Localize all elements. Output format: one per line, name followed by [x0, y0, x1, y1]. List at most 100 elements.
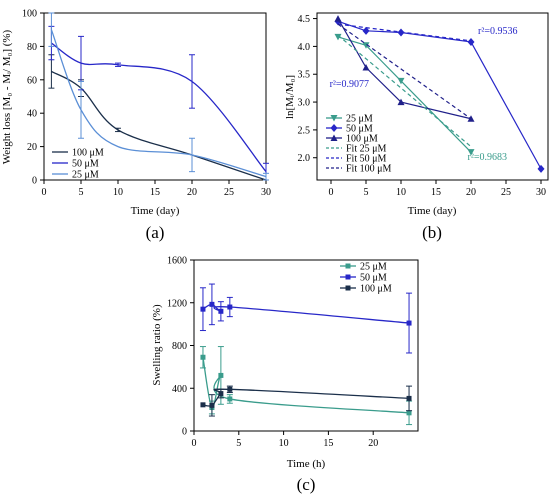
data-point	[467, 149, 475, 156]
data-point	[362, 42, 370, 49]
panel-b: 0 5 10 15 20 25 30 2.0 2.5 3.0 3.5 4.0 4.5 Time (day)…	[284, 12, 549, 242]
legend-item: 25 μM	[326, 114, 373, 125]
legend-label: 25 μM	[346, 114, 373, 125]
y-axis-label: ln[Mᵢ/M₀]	[284, 75, 296, 119]
plot-frame	[316, 12, 549, 181]
data-point	[200, 306, 206, 312]
x-tick-label: 20	[368, 438, 378, 449]
data-point	[209, 402, 215, 408]
series-25-m	[199, 346, 413, 426]
legend-label: 25 μM	[72, 170, 99, 181]
legend-label: Fit 100 μM	[346, 164, 391, 175]
x-tick-label: 0	[42, 187, 47, 198]
y-tick-label: 2.5	[298, 125, 311, 136]
legend-marker	[330, 124, 338, 132]
x-tick-label: 25	[501, 187, 511, 198]
x-tick-label: 10	[396, 187, 406, 198]
legend-item: 100 μM	[326, 134, 378, 145]
panel-label: (c)	[297, 475, 316, 494]
x-tick-label: 15	[431, 187, 441, 198]
series-50-m	[199, 283, 413, 354]
data-point	[218, 372, 224, 378]
legend-label: Fit 25 μM	[346, 144, 386, 155]
data-point	[406, 395, 412, 401]
series-line	[50, 29, 267, 178]
y-axis-label: Weight loss [M₀ - Mᵢ/ M₀] (%)	[1, 29, 13, 164]
legend-marker	[345, 285, 351, 291]
legend-label: 25 μM	[360, 262, 387, 273]
data-point	[200, 402, 206, 408]
data-point	[362, 26, 370, 35]
x-tick-label: 30	[261, 187, 271, 198]
legend-item: 50 μM	[326, 124, 373, 135]
x-axis-label: Time (day)	[408, 205, 457, 217]
legend-item: 25 μM	[340, 262, 387, 273]
data-point	[200, 354, 206, 360]
legend-item: 25 μM	[52, 170, 99, 181]
legend-marker	[345, 263, 351, 269]
y-tick-label: 800	[172, 341, 187, 352]
data-point	[406, 320, 412, 326]
fit-line	[337, 34, 472, 148]
legend-item: Fit 50 μM	[326, 154, 386, 165]
legend-item: Fit 25 μM	[326, 144, 386, 155]
y-tick-label: 400	[172, 384, 187, 395]
legend-marker	[345, 274, 351, 280]
legend-label: 50 μM	[346, 124, 373, 135]
legend-marker	[330, 115, 338, 122]
x-axis-label: Time (h)	[287, 458, 326, 470]
legend-item: 50 μM	[340, 273, 387, 284]
series-line	[51, 42, 267, 173]
x-tick-label: 10	[113, 187, 123, 198]
x-tick-label: 5	[79, 187, 84, 198]
data-point	[362, 64, 370, 71]
panel-label: (a)	[146, 223, 165, 242]
fit-line	[337, 23, 472, 120]
x-tick-label: 0	[192, 438, 197, 449]
data-point	[209, 301, 215, 307]
y-tick-label: 1200	[167, 298, 187, 309]
series-line	[202, 357, 410, 414]
x-tick-label: 15	[150, 187, 160, 198]
data-point	[227, 396, 233, 402]
legend-label: 50 μM	[72, 159, 99, 170]
data-point	[334, 15, 342, 22]
series-fit-100-m	[337, 23, 472, 120]
series-100-m	[334, 15, 475, 122]
x-tick-label: 20	[466, 187, 476, 198]
data-point	[406, 410, 412, 416]
y-tick-label: 0	[32, 176, 37, 187]
y-tick-label: 4.5	[298, 14, 311, 25]
data-point	[218, 391, 224, 397]
x-tick-label: 5	[364, 187, 369, 198]
x-tick-label: 20	[187, 187, 197, 198]
series-25-m	[48, 12, 269, 181]
y-tick-label: 0	[182, 427, 187, 438]
y-tick-label: 100	[22, 9, 37, 20]
series-100-m	[48, 54, 267, 181]
data-point	[334, 33, 342, 41]
series-fit-25-m	[337, 34, 472, 148]
legend-label: 100 μM	[360, 284, 392, 295]
series-line	[337, 18, 472, 120]
x-tick-label: 0	[329, 187, 334, 198]
series-line	[202, 388, 410, 407]
x-tick-label: 15	[323, 438, 333, 449]
legend-item: Fit 100 μM	[326, 164, 391, 175]
legend-item: 100 μM	[52, 148, 104, 159]
panel-a: 0 5 10 15 20 25 30 0 20 40 60 80 100 Time (day) Weight…	[1, 9, 271, 243]
data-point	[227, 304, 233, 310]
x-tick-label: 25	[224, 187, 234, 198]
legend-label: 100 μM	[72, 148, 104, 159]
data-point	[227, 386, 233, 392]
y-tick-label: 2.0	[298, 153, 311, 164]
r-squared-annotation: r²=0.9077	[330, 79, 369, 90]
x-tick-label: 5	[236, 438, 241, 449]
y-tick-label: 40	[27, 109, 37, 120]
y-tick-label: 60	[27, 75, 37, 86]
x-axis-label: Time (day)	[131, 205, 180, 217]
y-tick-label: 3.0	[298, 98, 311, 109]
